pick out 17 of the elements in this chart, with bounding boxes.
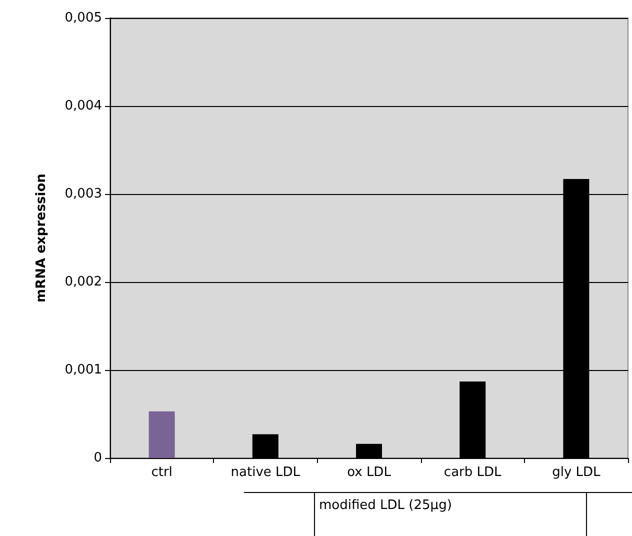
x-tick-label: ox LDL (347, 465, 392, 480)
y-tick-label: 0 (94, 450, 102, 466)
y-tick-label: 0,001 (64, 362, 102, 378)
y-tick-label: 0,002 (64, 274, 102, 290)
x-tick-label: native LDL (230, 465, 301, 480)
y-tick-label: 0,003 (64, 186, 102, 202)
x-tick-label: ctrl (151, 465, 172, 480)
x-tick-label: carb LDL (444, 465, 502, 480)
y-tick-label: 0,005 (64, 10, 102, 26)
text: modified LDL (25µg) (319, 498, 452, 513)
bar (460, 381, 486, 458)
bar (356, 444, 382, 458)
bar (252, 434, 278, 458)
bar (148, 411, 175, 458)
y-tick-label: 0,004 (64, 98, 102, 114)
y-axis-title: mRNA expression (34, 174, 49, 302)
x-tick-label: gly LDL (552, 465, 602, 480)
